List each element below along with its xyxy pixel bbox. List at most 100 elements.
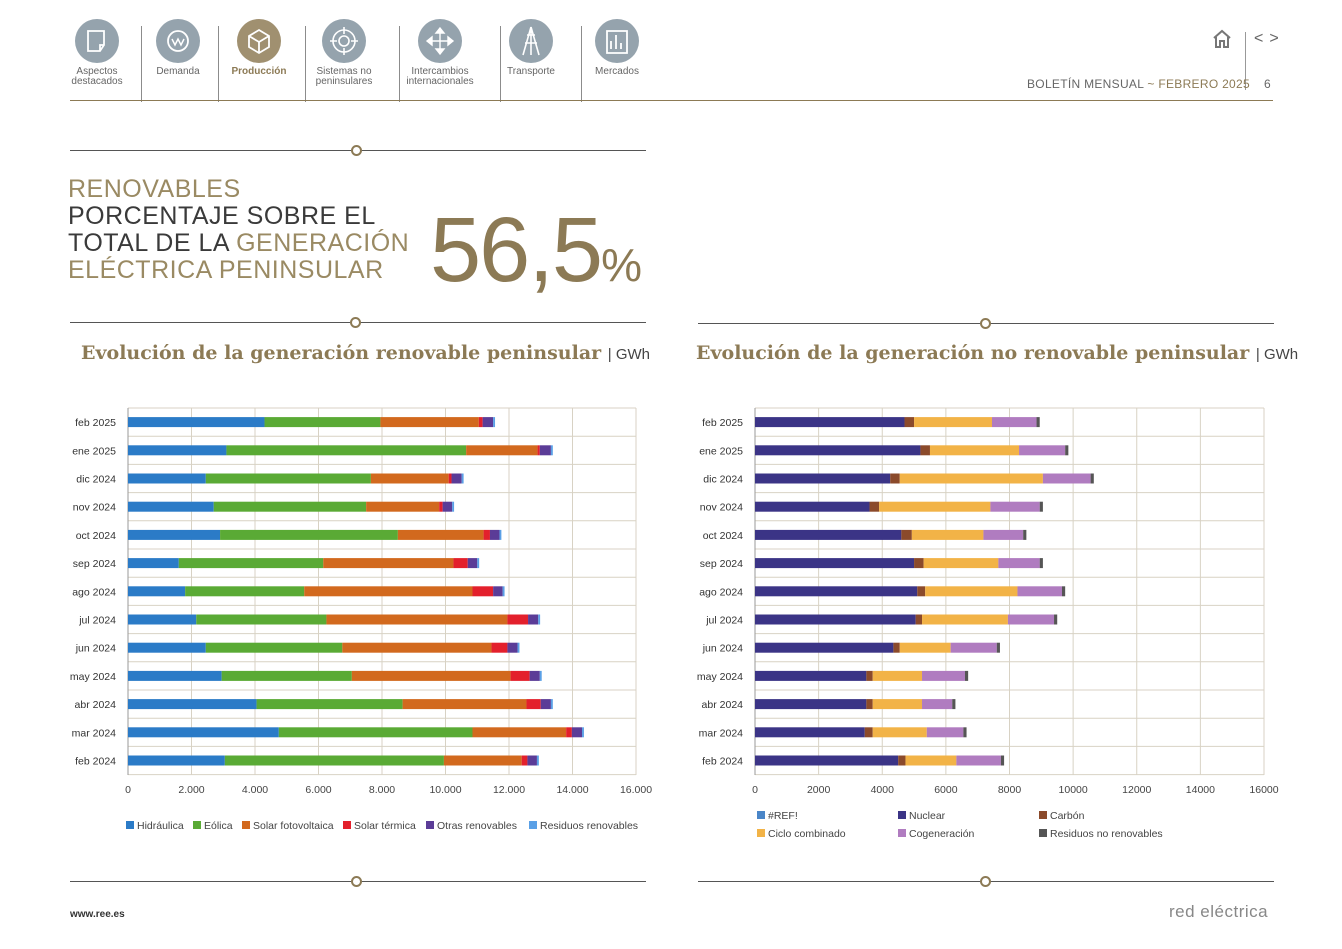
bar-segment [992, 417, 1037, 428]
x-tick-label: 2.000 [178, 784, 204, 796]
nav-separator [500, 26, 501, 102]
bar-segment [905, 755, 957, 766]
bar-segment [128, 642, 206, 653]
bar-segment [923, 558, 999, 569]
category-label: jun 2024 [702, 643, 743, 655]
bar-segment [755, 670, 867, 681]
x-tick-label: 14000 [1186, 784, 1215, 796]
legend-swatch [193, 821, 201, 829]
bar-segment [128, 501, 214, 512]
page-number: 6 [1264, 77, 1271, 91]
bar-segment [477, 558, 480, 569]
category-label: dic 2024 [703, 474, 743, 486]
category-label: feb 2024 [75, 756, 116, 768]
legend-label: Otras renovables [437, 820, 517, 832]
bar-segment [304, 586, 473, 597]
bar-segment [755, 727, 865, 738]
bar-segment [472, 586, 494, 597]
nav-item-gauge[interactable]: Demanda [133, 14, 223, 77]
category-label: abr 2024 [702, 699, 744, 711]
x-tick-label: 16000 [1249, 784, 1278, 796]
bar-segment [278, 727, 473, 738]
nav-label: Producción [231, 66, 287, 77]
chart-title-nonrenewable-text: Evolución de la generación no renovable … [696, 342, 1250, 364]
bar-segment [922, 699, 953, 710]
bar-segment [755, 417, 905, 428]
bars-icon [595, 19, 639, 63]
nav-label: Mercados [595, 66, 639, 77]
nav-label: Sistemas no peninsulares [315, 66, 373, 87]
bar-segment [1023, 529, 1027, 540]
bar-segment [128, 529, 221, 540]
legend-label: Ciclo combinado [768, 828, 846, 840]
nav-item-cube[interactable]: Producción [214, 14, 304, 77]
bar-segment [914, 558, 924, 569]
renewable-generation-chart: 0 2.000 4.000 6.000 8.000 10.000 12.000 14.000 1… [70, 407, 652, 832]
category-label: mar 2024 [699, 727, 744, 739]
tower-icon [509, 19, 553, 63]
x-tick-label: 0 [125, 784, 131, 796]
bar-segment [493, 586, 503, 597]
nav-item-tower[interactable]: Transporte [486, 14, 576, 77]
bar-segment [964, 670, 969, 681]
nav-item-document[interactable]: Aspectos destacados [52, 14, 142, 87]
bar-segment [185, 586, 305, 597]
legend-label: Residuos renovables [540, 820, 638, 832]
category-label: ene 2025 [72, 445, 116, 457]
bar-segment [510, 670, 530, 681]
bar-segment [922, 670, 965, 681]
bar-segment [755, 473, 891, 484]
bar-segment [755, 529, 902, 540]
bar-segment [128, 755, 225, 766]
bar-segment [482, 417, 494, 428]
divider-top-left [70, 145, 646, 157]
percentage-value: 56,5 [430, 199, 603, 301]
renewables-headline: RENOVABLES PORCENTAJE SOBRE EL TOTAL DE … [68, 176, 409, 284]
home-icon[interactable] [1211, 28, 1233, 50]
bar-segment [128, 699, 257, 710]
footer-url[interactable]: www.ree.es [70, 909, 125, 920]
legend-swatch [898, 829, 906, 837]
bar-segment [128, 727, 279, 738]
bar-segment [478, 417, 483, 428]
legend-swatch [343, 821, 351, 829]
category-label: ago 2024 [699, 586, 743, 598]
bar-segment [998, 558, 1040, 569]
legend-swatch [426, 821, 434, 829]
bar-segment [205, 642, 343, 653]
bar-segment [1039, 558, 1043, 569]
bar-segment [1039, 501, 1043, 512]
bar-segment [224, 755, 444, 766]
bulletin-label: BOLETÍN MENSUAL [1027, 77, 1144, 91]
bar-segment [920, 445, 930, 456]
bar-segment [472, 727, 567, 738]
bar-segment [872, 699, 923, 710]
next-page-button[interactable]: > [1269, 30, 1285, 47]
nav-separator [581, 26, 582, 102]
bar-segment [483, 529, 490, 540]
legend-swatch [1039, 811, 1047, 819]
gauge-icon [156, 19, 200, 63]
bar-segment [536, 755, 539, 766]
category-label: abr 2024 [75, 699, 117, 711]
bar-segment [452, 501, 455, 512]
bar-segment [491, 642, 508, 653]
legend-label: Eólica [204, 820, 233, 832]
category-label: feb 2024 [702, 756, 743, 768]
document-icon [75, 19, 119, 63]
headline-line4: ELÉCTRICA PENINSULAR [68, 256, 384, 284]
legend-swatch [898, 811, 906, 819]
bar-segment [443, 755, 522, 766]
nav-item-bars[interactable]: Mercados [572, 14, 662, 77]
nav-item-target[interactable]: Sistemas no peninsulares [299, 14, 389, 87]
category-label: jul 2024 [78, 615, 116, 627]
cube-icon [237, 19, 281, 63]
bar-segment [1036, 417, 1040, 428]
bar-segment [755, 445, 921, 456]
bar-segment [528, 614, 539, 625]
bar-segment [366, 501, 440, 512]
bar-segment [521, 755, 528, 766]
prev-page-button[interactable]: < [1254, 30, 1270, 47]
nav-item-arrows[interactable]: Intercambios internacionales [395, 14, 485, 87]
category-label: nov 2024 [73, 502, 116, 514]
